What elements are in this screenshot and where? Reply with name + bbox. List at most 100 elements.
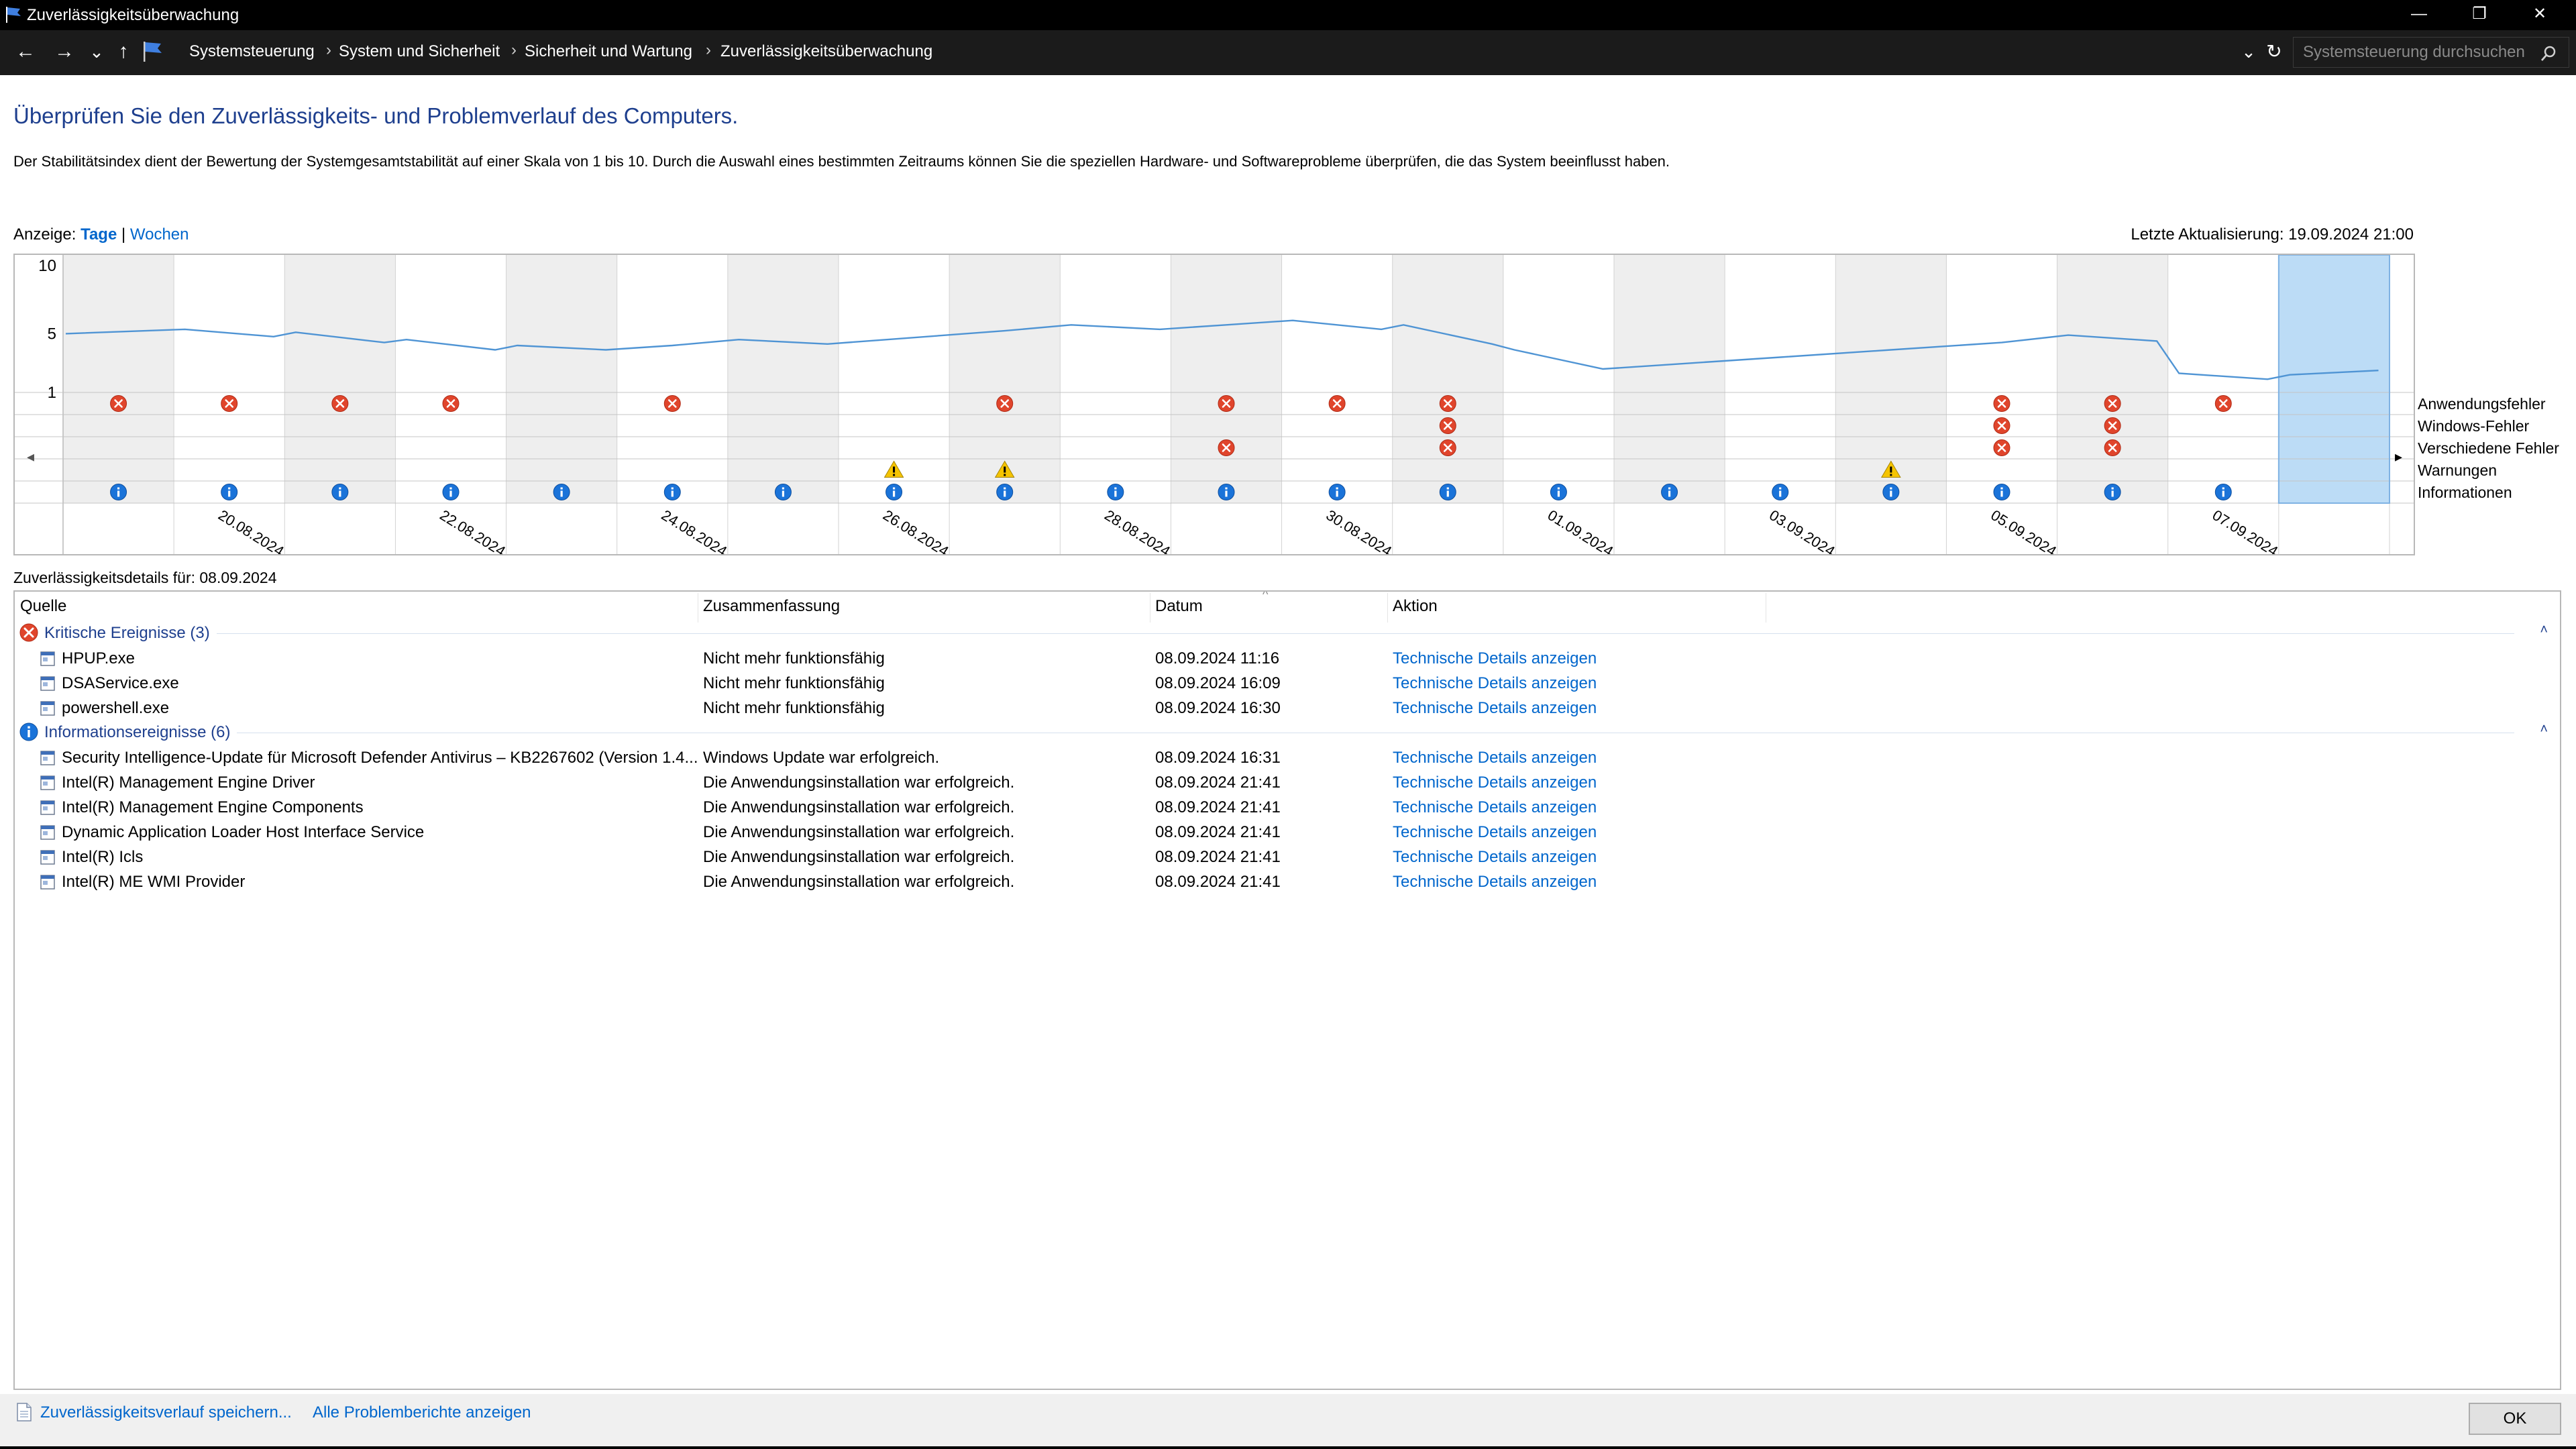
- info-icon-dot: [1779, 487, 1782, 490]
- search-input[interactable]: [2293, 37, 2569, 68]
- breadcrumb-sicherheit-und-wartung[interactable]: Sicherheit und Wartung: [525, 42, 692, 60]
- day-column[interactable]: [174, 255, 285, 503]
- view-problem-reports-link[interactable]: Alle Problemberichte anzeigen: [313, 1403, 531, 1421]
- application-icon: [40, 651, 55, 666]
- minimize-button[interactable]: —: [2411, 5, 2427, 23]
- chart-scroll-left-button[interactable]: ◂: [27, 449, 34, 466]
- breadcrumb-system-und-sicherheit[interactable]: System und Sicherheit: [339, 42, 500, 60]
- group-header[interactable]: Kritische Ereignisse (3) ˄: [19, 621, 2548, 644]
- restore-button[interactable]: ❐: [2472, 5, 2487, 23]
- error-icon: [19, 623, 38, 642]
- details-table: Quelle Zusammenfassung Datum ^ Aktion Kr…: [13, 590, 2561, 1390]
- table-row[interactable]: HPUP.exe Nicht mehr funktionsfähig 08.09.2…: [15, 646, 2557, 671]
- cell-summary: Die Anwendungsinstallation war erfolgrei…: [703, 848, 1015, 866]
- day-column[interactable]: [395, 255, 506, 503]
- technical-details-link[interactable]: Technische Details anzeigen: [1393, 823, 1597, 841]
- column-header-zusammenfassung[interactable]: Zusammenfassung: [703, 597, 841, 615]
- error-icon-cross: [114, 399, 123, 408]
- table-row[interactable]: Intel(R) Icls Die Anwendungsinstallation …: [15, 845, 2557, 869]
- table-row[interactable]: Dynamic Application Loader Host Interfac…: [15, 820, 2557, 845]
- details-title: Zuverlässigkeitsdetails für: 08.09.2024: [13, 569, 277, 586]
- day-column[interactable]: [1171, 255, 1282, 503]
- group-divider: [216, 633, 2514, 634]
- info-icon-dot: [339, 487, 341, 490]
- address-dropdown-button[interactable]: ⌄: [2241, 42, 2256, 62]
- save-history-link[interactable]: Zuverlässigkeitsverlauf speichern...: [40, 1403, 292, 1421]
- day-column[interactable]: [63, 255, 174, 503]
- sort-indicator: ^: [1263, 590, 1269, 601]
- breadcrumb-zuverlaessigkeitsueberwachung[interactable]: Zuverlässigkeitsüberwachung: [720, 42, 933, 60]
- selected-day-outline[interactable]: [2277, 255, 2391, 504]
- group-label[interactable]: Informationsereignisse (6): [44, 723, 231, 741]
- breadcrumb-separator[interactable]: ›: [326, 41, 331, 59]
- info-icon-stem: [228, 490, 231, 497]
- table-row[interactable]: DSAService.exe Nicht mehr funktionsfähig 0…: [15, 671, 2557, 696]
- column-divider[interactable]: [1387, 593, 1388, 623]
- info-icon-dot: [2000, 487, 2003, 490]
- recent-locations-button[interactable]: ⌄: [89, 42, 104, 62]
- stability-chart[interactable]: 10 5 1 ◂ ▸ 20.08.2024 22.08.2024 24.08.2024 26.0…: [13, 254, 2415, 555]
- ok-button[interactable]: OK: [2469, 1403, 2561, 1435]
- up-button[interactable]: ↑: [118, 40, 129, 62]
- search-icon[interactable]: [2540, 45, 2557, 62]
- day-column[interactable]: [284, 255, 396, 503]
- info-icon-stem: [117, 490, 120, 497]
- column-header-quelle[interactable]: Quelle: [20, 597, 67, 615]
- day-column[interactable]: [1725, 255, 1836, 503]
- close-button[interactable]: ✕: [2532, 5, 2547, 23]
- collapse-group-button[interactable]: ˄: [2540, 722, 2548, 737]
- cell-source: Dynamic Application Loader Host Interfac…: [62, 823, 425, 841]
- table-row[interactable]: powershell.exe Nicht mehr funktionsfähig 0…: [15, 696, 2557, 720]
- chart-scroll-right-button[interactable]: ▸: [2395, 449, 2402, 466]
- x-tick-label: 20.08.2024: [215, 506, 287, 554]
- forward-button[interactable]: →: [54, 40, 74, 62]
- technical-details-link[interactable]: Technische Details anzeigen: [1393, 848, 1597, 866]
- table-row[interactable]: Intel(R) Management Engine Driver Die Anw…: [15, 770, 2557, 795]
- view-weeks-link[interactable]: Wochen: [129, 225, 189, 244]
- stability-chart-svg[interactable]: 10 5 1 ◂ ▸ 20.08.2024 22.08.2024 24.08.2024 26.0…: [15, 255, 2414, 554]
- back-button[interactable]: ←: [15, 40, 36, 62]
- group-header[interactable]: Informationsereignisse (6) ˄: [19, 720, 2548, 743]
- cell-summary: Die Anwendungsinstallation war erfolgrei…: [703, 873, 1015, 891]
- table-row[interactable]: Intel(R) ME WMI Provider Die Anwendungsin…: [15, 869, 2557, 894]
- group-label[interactable]: Kritische Ereignisse (3): [44, 624, 210, 642]
- error-icon-cross: [2108, 421, 2117, 430]
- technical-details-link[interactable]: Technische Details anzeigen: [1393, 649, 1597, 667]
- day-column[interactable]: [1614, 255, 1725, 503]
- breadcrumb-separator[interactable]: ›: [706, 41, 711, 59]
- technical-details-link[interactable]: Technische Details anzeigen: [1393, 798, 1597, 816]
- info-icon-stem: [2111, 490, 2114, 497]
- table-row[interactable]: Intel(R) Management Engine Components Die…: [15, 795, 2557, 820]
- day-column[interactable]: [1503, 255, 1614, 503]
- legend-label: Windows-Fehler: [2418, 417, 2530, 435]
- day-column[interactable]: [2278, 255, 2390, 503]
- column-header-aktion[interactable]: Aktion: [1393, 597, 1438, 615]
- technical-details-link[interactable]: Technische Details anzeigen: [1393, 773, 1597, 792]
- application-icon: [40, 775, 55, 790]
- cell-summary: Windows Update war erfolgreich.: [703, 749, 940, 767]
- technical-details-link[interactable]: Technische Details anzeigen: [1393, 873, 1597, 891]
- view-days-link[interactable]: Tage: [80, 225, 117, 244]
- technical-details-link[interactable]: Technische Details anzeigen: [1393, 699, 1597, 717]
- day-column[interactable]: [1060, 255, 1171, 503]
- technical-details-link[interactable]: Technische Details anzeigen: [1393, 674, 1597, 692]
- breadcrumb-systemsteuerung[interactable]: Systemsteuerung: [189, 42, 315, 60]
- day-column[interactable]: [506, 255, 617, 503]
- day-column[interactable]: [727, 255, 839, 503]
- day-column[interactable]: [616, 255, 728, 503]
- day-column[interactable]: [1392, 255, 1503, 503]
- collapse-group-button[interactable]: ˄: [2540, 623, 2548, 637]
- refresh-button[interactable]: ↻: [2266, 41, 2282, 62]
- table-row[interactable]: Security Intelligence-Update für Microso…: [15, 745, 2557, 770]
- y-tick-label: 5: [48, 325, 56, 343]
- day-column[interactable]: [1281, 255, 1393, 503]
- day-column[interactable]: [1946, 255, 2057, 503]
- column-header-datum[interactable]: Datum: [1155, 597, 1203, 615]
- cell-summary: Nicht mehr funktionsfähig: [703, 674, 885, 692]
- breadcrumb-separator[interactable]: ›: [511, 41, 517, 59]
- legend-label: Warnungen: [2418, 462, 2498, 479]
- day-column[interactable]: [2057, 255, 2168, 503]
- technical-details-link[interactable]: Technische Details anzeigen: [1393, 749, 1597, 767]
- cell-summary: Nicht mehr funktionsfähig: [703, 649, 885, 667]
- error-icon-cross: [1443, 399, 1452, 408]
